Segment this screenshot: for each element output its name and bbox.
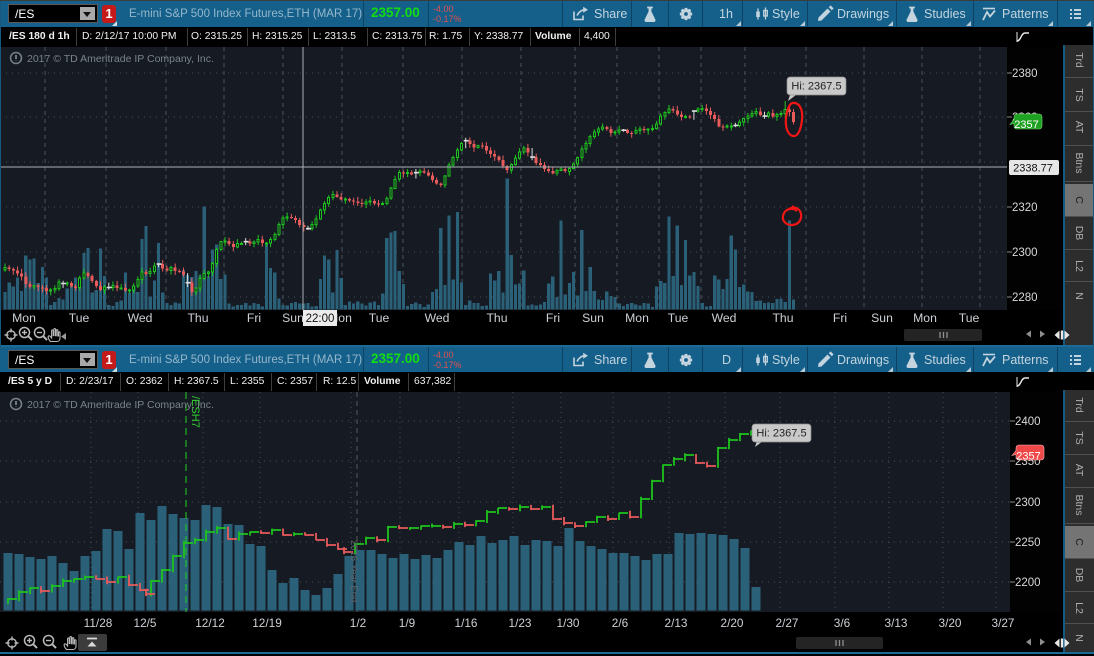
svg-text:TS: TS: [1073, 431, 1085, 444]
svg-text:Fri: Fri: [546, 311, 560, 325]
svg-text:2/27: 2/27: [776, 616, 799, 630]
svg-text:Fri: Fri: [833, 311, 847, 325]
svg-text:2400: 2400: [1015, 416, 1041, 428]
svg-text:Btns: Btns: [1073, 152, 1085, 173]
svg-text:DB: DB: [1073, 226, 1085, 241]
svg-text:2300: 2300: [1015, 497, 1041, 509]
svg-text:1/16: 1/16: [455, 616, 478, 630]
svg-text:2250: 2250: [1015, 537, 1041, 549]
svg-text:2/6: 2/6: [612, 616, 629, 630]
svg-text:12/5: 12/5: [134, 616, 157, 630]
svg-text:Mon: Mon: [12, 311, 36, 325]
svg-text:2338.77: 2338.77: [1013, 163, 1053, 175]
svg-text:3/6: 3/6: [834, 616, 851, 630]
svg-text:N: N: [1073, 634, 1085, 642]
svg-text:L2: L2: [1073, 260, 1085, 272]
svg-text:Fri: Fri: [247, 311, 261, 325]
svg-text:1/9: 1/9: [399, 616, 415, 630]
svg-text:11/28: 11/28: [84, 616, 113, 630]
svg-text:C: C: [1073, 538, 1085, 546]
svg-text:AT: AT: [1073, 464, 1085, 477]
svg-text:2300: 2300: [1012, 247, 1038, 259]
svg-text:Trd: Trd: [1073, 52, 1085, 68]
svg-text:Trd: Trd: [1073, 397, 1085, 413]
svg-text:2/20: 2/20: [721, 616, 744, 630]
svg-text:Wed: Wed: [128, 311, 153, 325]
svg-text:1/30: 1/30: [557, 616, 580, 630]
svg-text:N: N: [1073, 292, 1085, 300]
svg-text:2357: 2357: [1016, 451, 1040, 463]
svg-text:2/13: 2/13: [665, 616, 688, 630]
svg-text:2280: 2280: [1012, 292, 1038, 304]
svg-text:2200: 2200: [1015, 577, 1041, 589]
svg-text:Sun: Sun: [282, 311, 304, 325]
svg-text:Wed: Wed: [425, 311, 450, 325]
svg-text:Mon: Mon: [913, 311, 937, 325]
svg-text:Sun: Sun: [871, 311, 893, 325]
svg-text:Thu: Thu: [187, 311, 208, 325]
svg-text:12/12: 12/12: [195, 616, 225, 630]
svg-text:3/20: 3/20: [939, 616, 962, 630]
svg-text:Hi: 2367.5: Hi: 2367.5: [756, 428, 806, 440]
svg-text:3/13: 3/13: [885, 616, 908, 630]
svg-text:1/2: 1/2: [350, 616, 366, 630]
svg-text:2357: 2357: [1014, 119, 1038, 131]
svg-text:AT: AT: [1073, 121, 1085, 134]
svg-text:2016 Year End: 2016 Year End: [348, 540, 359, 602]
svg-text:2380: 2380: [1012, 68, 1038, 80]
svg-text:C: C: [1073, 196, 1085, 204]
svg-text:Tue: Tue: [369, 311, 390, 325]
svg-text:Sun: Sun: [582, 311, 604, 325]
svg-text:3/27: 3/27: [992, 616, 1015, 630]
svg-text:2320: 2320: [1012, 202, 1038, 214]
svg-text:Mon: Mon: [625, 311, 649, 325]
svg-text:2017 © TD Ameritrade IP Compan: 2017 © TD Ameritrade IP Company, Inc.: [27, 53, 214, 65]
svg-text:1/23: 1/23: [509, 616, 532, 630]
svg-text:Wed: Wed: [712, 311, 737, 325]
svg-text:12/19: 12/19: [252, 616, 282, 630]
svg-text:22:00: 22:00: [306, 313, 335, 325]
svg-text:Hi: 2367.5: Hi: 2367.5: [791, 81, 841, 93]
svg-text:Tue: Tue: [69, 311, 90, 325]
svg-text:TS: TS: [1073, 88, 1085, 101]
svg-text:Tue: Tue: [668, 311, 689, 325]
svg-text:Btns: Btns: [1073, 494, 1085, 515]
svg-text:Thu: Thu: [486, 311, 507, 325]
svg-text:L2: L2: [1073, 602, 1085, 614]
svg-text:DB: DB: [1073, 568, 1085, 583]
svg-text:Tue: Tue: [959, 311, 980, 325]
svg-text:Thu: Thu: [772, 311, 793, 325]
svg-text:/ESH7: /ESH7: [189, 396, 201, 428]
svg-text:2017 © TD Ameritrade IP Compan: 2017 © TD Ameritrade IP Company, Inc.: [27, 399, 214, 411]
